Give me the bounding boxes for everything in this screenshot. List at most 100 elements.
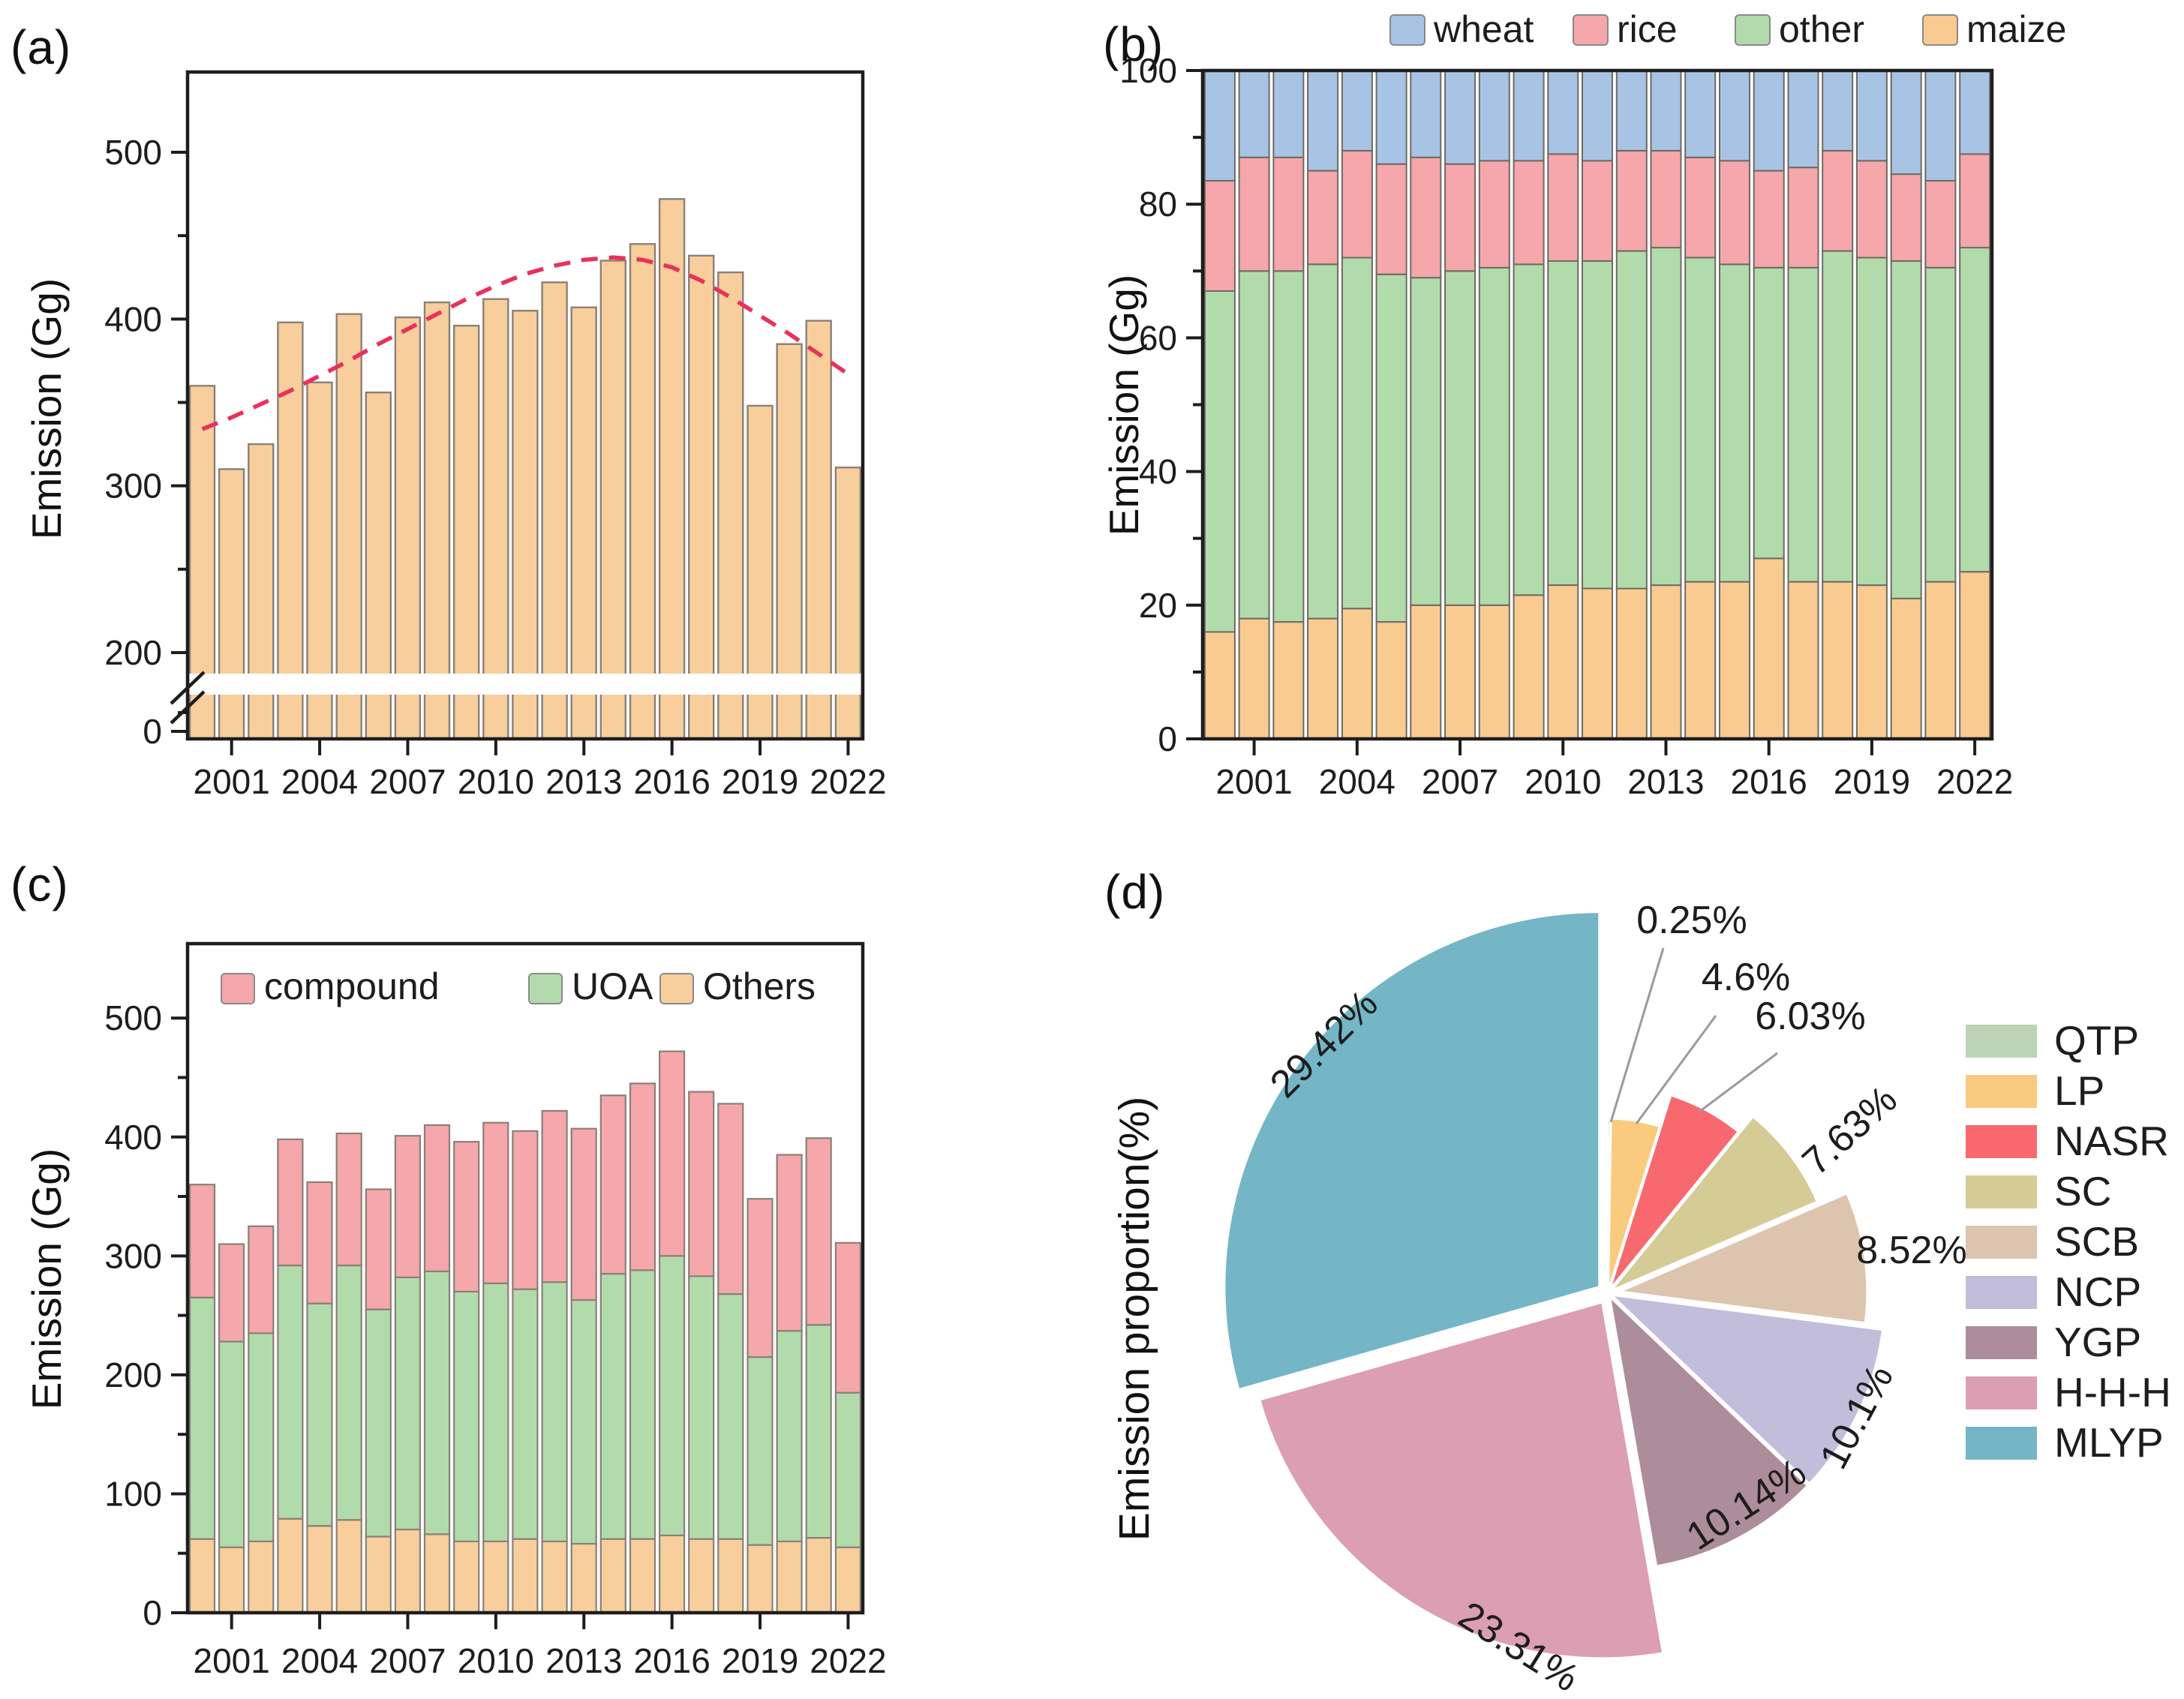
y-tick-label: 200	[104, 633, 162, 672]
segment-other-2001	[1238, 270, 1270, 620]
x-tick-label: 2019	[1834, 762, 1910, 801]
segment-wheat-2008	[1478, 70, 1510, 162]
legend-swatch-YGP	[1966, 1326, 2037, 1359]
segment-rice-2010	[1547, 153, 1579, 262]
segment-rice-2019	[1855, 160, 1888, 259]
segment-maize-2019	[1855, 584, 1888, 740]
y-tick-label: 60	[1139, 318, 1177, 357]
segment-compound-2009	[453, 1141, 480, 1293]
segment-compound-2021	[805, 1137, 832, 1326]
stacked-bars	[188, 1050, 862, 1614]
segment-wheat-2001	[1238, 70, 1270, 158]
segment-UOA-2010	[482, 1282, 509, 1542]
segment-Others-2007	[394, 1528, 422, 1614]
segment-Others-2022	[834, 1546, 862, 1614]
x-tick-label: 2007	[369, 762, 446, 801]
legend-label-UOA: UOA	[572, 965, 653, 1007]
segment-UOA-2013	[570, 1298, 597, 1545]
pie-percent-label-SC: 7.63%	[1794, 1077, 1905, 1184]
segment-UOA-2020	[776, 1330, 803, 1543]
bars	[188, 198, 862, 740]
segment-Others-2001	[218, 1546, 245, 1614]
segment-wheat-2006	[1410, 70, 1442, 158]
segment-UOA-2011	[512, 1288, 539, 1540]
segment-wheat-2011	[1582, 70, 1613, 162]
segment-wheat-2003	[1307, 70, 1339, 172]
segment-other-2018	[1822, 250, 1854, 583]
y-tick-label: 500	[104, 133, 162, 172]
segment-UOA-2006	[365, 1308, 392, 1538]
tick-mark	[1609, 947, 1665, 1123]
legend-label-rice: rice	[1617, 8, 1678, 50]
segment-Others-2008	[423, 1533, 451, 1614]
segment-UOA-2007	[394, 1276, 422, 1531]
bar-year-2016	[658, 198, 686, 740]
segment-other-2008	[1478, 266, 1510, 606]
segment-wheat-2020	[1890, 70, 1922, 176]
y-tick-label: 200	[104, 1355, 162, 1394]
x-tick-label: 2013	[1627, 762, 1704, 801]
y-tick-label: 300	[104, 467, 162, 506]
legend-swatch-NCP	[1966, 1276, 2037, 1309]
bar-year-2013	[570, 306, 597, 740]
segment-other-2006	[1410, 277, 1442, 606]
y-tick-label: 500	[104, 998, 162, 1037]
segment-compound-2003	[277, 1138, 304, 1267]
legend-swatch-SC	[1966, 1175, 2037, 1208]
segment-maize-2009	[1513, 594, 1545, 740]
legend-label-other: other	[1779, 8, 1864, 50]
pie-slice-MLYP	[1223, 911, 1601, 1391]
segment-UOA-2021	[805, 1324, 832, 1539]
segment-other-2010	[1547, 260, 1579, 586]
panel-d-letter: (d)	[1104, 865, 1166, 919]
legend-label-MLYP: MLYP	[2054, 1419, 2164, 1466]
panel-b-letter: (b)	[1103, 17, 1164, 71]
legend-label-NASR: NASR	[2054, 1118, 2169, 1164]
tick-mark	[1699, 1052, 1778, 1113]
segment-UOA-2012	[541, 1281, 568, 1543]
y-tick-label: 300	[104, 1236, 162, 1275]
pie-slices	[1223, 911, 1885, 1660]
segment-other-2000	[1203, 290, 1236, 633]
bar-year-2005	[335, 313, 362, 740]
segment-wheat-2013	[1650, 70, 1682, 152]
segment-Others-2009	[453, 1540, 480, 1614]
legend-swatch-QTP	[1966, 1025, 2037, 1058]
segment-maize-2015	[1719, 581, 1750, 740]
x-tick-label: 2013	[545, 762, 622, 801]
segment-maize-2016	[1753, 557, 1785, 740]
segment-rice-2017	[1787, 167, 1819, 269]
x-axis: 2001 2004 2007 2010 2013 2016 2019 2022	[194, 1613, 887, 1680]
segment-UOA-2008	[423, 1270, 451, 1535]
segment-Others-2010	[482, 1540, 509, 1614]
x-tick-label: 2010	[458, 762, 534, 801]
segment-Others-2014	[599, 1538, 626, 1614]
segment-other-2004	[1341, 257, 1373, 610]
panel-b-stacked-percent-chart: 0 20 40 60 80 100 2001 2004 2007 2010 2013 2016 2019…	[1119, 8, 2066, 801]
segment-rice-2006	[1410, 156, 1442, 279]
pie-percent-label-NASR: 6.03%	[1755, 995, 1865, 1038]
segment-compound-2002	[248, 1225, 275, 1334]
segment-other-2011	[1582, 260, 1613, 590]
segment-other-2022	[1959, 247, 1991, 573]
segment-UOA-2000	[188, 1296, 216, 1540]
tick-mark	[170, 690, 206, 725]
stacked-bars	[1203, 70, 1991, 740]
segment-maize-2013	[1650, 584, 1682, 740]
legend-swatch-Others	[659, 973, 694, 1004]
segment-other-2017	[1787, 266, 1819, 583]
tick-mark	[170, 671, 206, 705]
panel-c-stacked-bar-chart: 0 100 200 300 400 500 2001 2004 2007 2010 2013 2016…	[104, 941, 887, 1680]
segment-wheat-2009	[1513, 70, 1545, 162]
segment-UOA-2018	[717, 1292, 744, 1540]
segment-rice-2014	[1684, 156, 1717, 259]
segment-Others-2006	[365, 1535, 392, 1614]
segment-compound-2012	[541, 1109, 568, 1283]
x-tick-label: 2022	[1936, 762, 2013, 801]
segment-compound-2001	[218, 1243, 245, 1343]
y-axis: 0 100 200 300 400 500	[104, 998, 188, 1632]
segment-compound-2018	[717, 1103, 744, 1295]
x-tick-label: 2001	[194, 1641, 270, 1680]
